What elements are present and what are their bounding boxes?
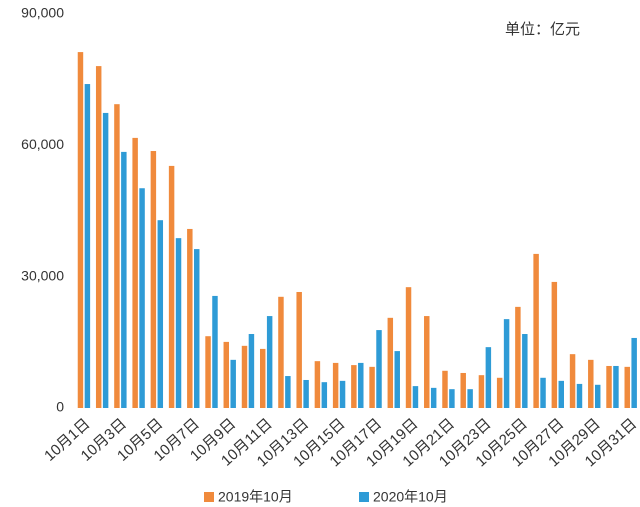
bar: [631, 337, 637, 408]
bar: [259, 348, 266, 408]
y-tick-label: 30,000: [21, 267, 64, 283]
bar: [150, 151, 157, 408]
bar: [303, 379, 309, 408]
bar: [533, 253, 539, 408]
bar: [339, 380, 346, 408]
bar: [424, 316, 430, 408]
bar: [187, 228, 193, 408]
y-tick-label: 0: [56, 399, 64, 415]
bar: [175, 238, 182, 408]
bar: [496, 377, 503, 408]
bar: [351, 365, 357, 408]
bar: [84, 84, 91, 409]
bar: [358, 362, 364, 408]
bar: [467, 389, 473, 408]
bar: [212, 295, 218, 408]
bar: [241, 345, 248, 408]
bar: [114, 104, 120, 408]
bar: [606, 365, 612, 408]
bar: [515, 306, 521, 408]
legend-label: 2020年10月: [373, 489, 448, 505]
bar: [77, 52, 84, 408]
bar: [540, 377, 546, 408]
bar: [194, 249, 200, 408]
bar: [266, 316, 273, 408]
bar: [485, 347, 492, 408]
bar: [503, 319, 510, 408]
bar: [569, 354, 576, 408]
bar: [321, 382, 328, 408]
bar: [588, 359, 594, 408]
bar: [332, 362, 339, 408]
bar: [558, 380, 564, 408]
unit-annotation: 单位：亿元: [505, 21, 580, 38]
legend-swatch: [359, 492, 369, 502]
y-tick-label: 90,000: [21, 5, 64, 21]
bar: [387, 317, 394, 408]
legend-swatch: [204, 492, 214, 502]
bar: [205, 336, 211, 408]
bar: [594, 384, 601, 408]
bar: [442, 370, 448, 408]
bar: [157, 220, 164, 408]
bar: [613, 365, 619, 408]
bar: [168, 165, 175, 408]
bar: [121, 151, 127, 408]
bar: [405, 287, 412, 408]
bar: [285, 376, 291, 408]
bar: [394, 351, 400, 408]
bar: [314, 361, 321, 408]
bar: [478, 375, 485, 408]
bar: [412, 386, 419, 408]
bar: [576, 383, 583, 408]
bar: [278, 296, 284, 408]
bar: [460, 372, 466, 408]
bar: [132, 137, 138, 408]
bar: [230, 359, 236, 408]
bar: [551, 281, 558, 408]
bar: [223, 341, 230, 408]
bar: [296, 291, 302, 408]
bar: [102, 112, 109, 408]
legend-label: 2019年10月: [218, 489, 293, 505]
bar: [139, 188, 145, 408]
bar: [248, 334, 255, 408]
bar: [522, 334, 528, 408]
bar: [376, 330, 382, 408]
bar: [449, 389, 455, 408]
bar: [624, 366, 630, 408]
bar: [95, 66, 102, 409]
y-tick-label: 60,000: [21, 136, 64, 152]
bar: [430, 387, 437, 408]
bar: [369, 366, 375, 408]
